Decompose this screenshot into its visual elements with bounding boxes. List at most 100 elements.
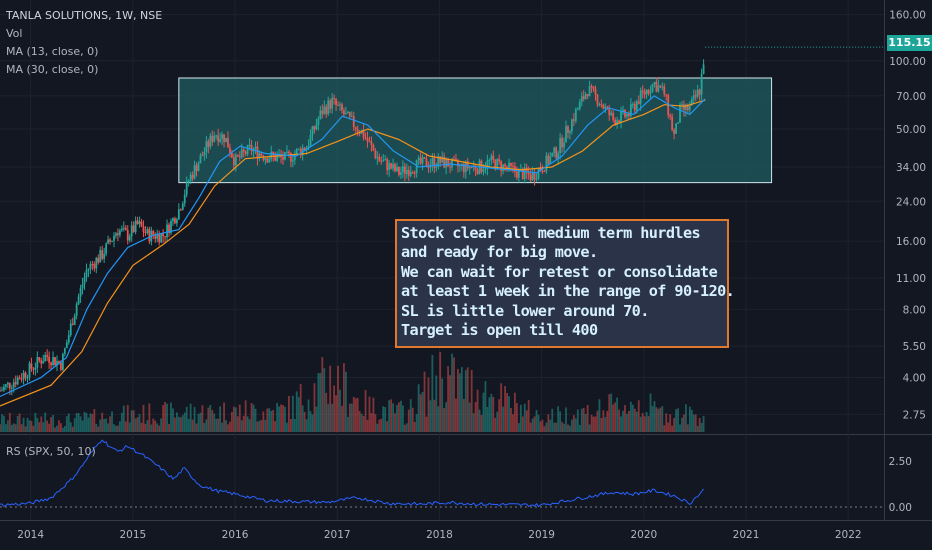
symbol-title[interactable]: TANLA SOLUTIONS, 1W, NSE xyxy=(6,9,163,22)
volume-bar xyxy=(521,416,524,432)
candle-body xyxy=(20,378,23,380)
volume-bar xyxy=(179,417,182,432)
candle-body xyxy=(240,149,243,158)
candle-body xyxy=(325,106,328,114)
volume-bar xyxy=(398,402,400,432)
volume-bar xyxy=(75,413,78,432)
volume-legend[interactable]: Vol xyxy=(6,27,23,40)
price-tick-label: 2.75 xyxy=(903,409,926,421)
volume-bar xyxy=(234,407,237,432)
candle-body xyxy=(242,149,245,152)
candle-body xyxy=(120,228,123,231)
candle-body xyxy=(409,172,412,176)
candle-body xyxy=(77,296,80,305)
volume-bar xyxy=(138,414,141,432)
volume-bar xyxy=(502,406,505,432)
volume-bar xyxy=(154,420,157,432)
candle-body xyxy=(124,227,127,231)
note-line: at least 1 week in the range of 90-120. xyxy=(401,282,735,301)
candle-body xyxy=(187,180,190,182)
volume-bar xyxy=(411,407,414,432)
volume-bar xyxy=(223,402,225,432)
candle-body xyxy=(527,172,530,175)
volume-bar xyxy=(282,404,284,432)
volume-bar xyxy=(181,415,184,432)
candle-body xyxy=(362,130,365,138)
volume-bar xyxy=(356,397,359,432)
time-tick-label: 2015 xyxy=(119,529,146,541)
rs-legend[interactable]: RS (SPX, 50, 10) xyxy=(6,445,96,458)
candle-body xyxy=(229,147,231,154)
ma13-legend[interactable]: MA (13, close, 0) xyxy=(6,45,99,58)
candle-body xyxy=(659,85,662,88)
volume-bar xyxy=(698,417,701,432)
volume-bar xyxy=(344,371,347,432)
volume-bar xyxy=(118,421,121,432)
candle-body xyxy=(578,101,581,109)
volume-bar xyxy=(327,403,330,432)
candle-body xyxy=(639,90,642,104)
volume-bar xyxy=(174,417,176,432)
volume-bar xyxy=(346,416,349,432)
volume-bar xyxy=(32,425,35,432)
candle-body xyxy=(679,104,681,123)
ma30-legend[interactable]: MA (30, close, 0) xyxy=(6,63,99,76)
volume-bar xyxy=(653,401,656,432)
candle-body xyxy=(394,164,396,172)
volume-bar xyxy=(60,423,62,432)
volume-bar xyxy=(193,407,196,432)
candle-body xyxy=(30,363,33,369)
volume-bar xyxy=(229,421,231,432)
volume-bar xyxy=(561,421,563,432)
volume-bar xyxy=(246,416,249,432)
candle-body xyxy=(612,112,615,120)
volume-bar xyxy=(441,378,444,432)
volume-bar xyxy=(28,420,31,432)
candle-body xyxy=(42,361,45,364)
volume-bar xyxy=(18,413,21,432)
candle-body xyxy=(142,226,145,232)
candle-body xyxy=(586,94,589,97)
candle-body xyxy=(28,363,31,378)
volume-bar xyxy=(299,384,302,432)
volume-bar xyxy=(286,422,288,432)
volume-bar xyxy=(683,414,685,432)
volume-bar xyxy=(633,408,636,432)
candle-body xyxy=(225,137,227,143)
candle-body xyxy=(195,165,198,172)
candle-body xyxy=(172,218,174,222)
volume-bar xyxy=(547,414,550,432)
volume-bar xyxy=(175,412,178,432)
candle-body xyxy=(207,141,210,147)
volume-bar xyxy=(12,423,15,432)
candle-body xyxy=(254,146,257,150)
candle-body xyxy=(6,382,9,385)
candle-body xyxy=(673,129,676,134)
candle-body xyxy=(138,221,141,224)
candle-body xyxy=(18,377,21,379)
candle-body xyxy=(543,171,546,173)
candle-body xyxy=(633,104,636,111)
volume-bar xyxy=(307,399,310,432)
candle-body xyxy=(36,357,39,368)
volume-bar xyxy=(136,417,139,432)
volume-bar xyxy=(297,397,300,432)
volume-bar xyxy=(380,418,383,432)
candle-body xyxy=(61,353,64,370)
candle-body xyxy=(386,159,389,171)
volume-bar xyxy=(496,411,499,432)
volume-bar xyxy=(291,395,294,432)
volume-bar xyxy=(657,408,660,432)
candle-body xyxy=(457,160,459,167)
candle-body xyxy=(510,162,512,166)
candle-body xyxy=(1,390,3,392)
candle-body xyxy=(189,174,192,181)
volume-bar xyxy=(132,410,135,432)
candle-body xyxy=(549,156,552,164)
analysis-note[interactable]: Stock clear all medium term hurdles and … xyxy=(395,219,735,348)
volume-bar xyxy=(301,405,304,432)
candle-body xyxy=(16,377,19,385)
candle-body xyxy=(311,126,314,136)
candle-body xyxy=(498,159,501,162)
